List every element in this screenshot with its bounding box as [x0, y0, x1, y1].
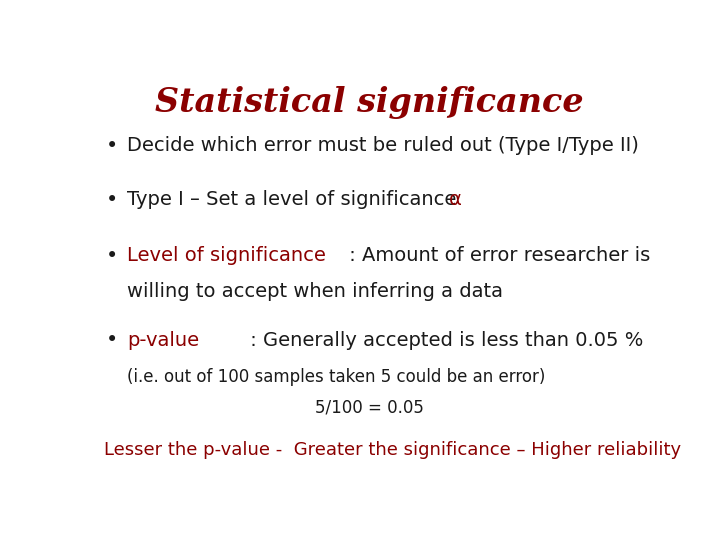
Text: •: • [106, 190, 118, 210]
Text: •: • [106, 246, 118, 266]
Text: Type I – Set a level of significance: Type I – Set a level of significance [127, 190, 463, 209]
Text: Statistical significance: Statistical significance [155, 86, 583, 119]
Text: α: α [449, 190, 462, 209]
Text: willing to accept when inferring a data: willing to accept when inferring a data [127, 282, 503, 301]
Text: •: • [106, 330, 118, 350]
Text: (i.e. out of 100 samples taken 5 could be an error): (i.e. out of 100 samples taken 5 could b… [127, 368, 546, 386]
Text: : Amount of error researcher is: : Amount of error researcher is [343, 246, 650, 265]
Text: •: • [106, 136, 118, 156]
Text: p-value: p-value [127, 331, 199, 350]
Text: Level of significance: Level of significance [127, 246, 326, 265]
Text: 5/100 = 0.05: 5/100 = 0.05 [315, 399, 423, 416]
Text: : Generally accepted is less than 0.05 %: : Generally accepted is less than 0.05 % [245, 331, 644, 350]
Text: Lesser the p-value -  Greater the significance – Higher reliability: Lesser the p-value - Greater the signifi… [104, 441, 681, 459]
Text: Decide which error must be ruled out (Type I/Type II): Decide which error must be ruled out (Ty… [127, 136, 639, 155]
